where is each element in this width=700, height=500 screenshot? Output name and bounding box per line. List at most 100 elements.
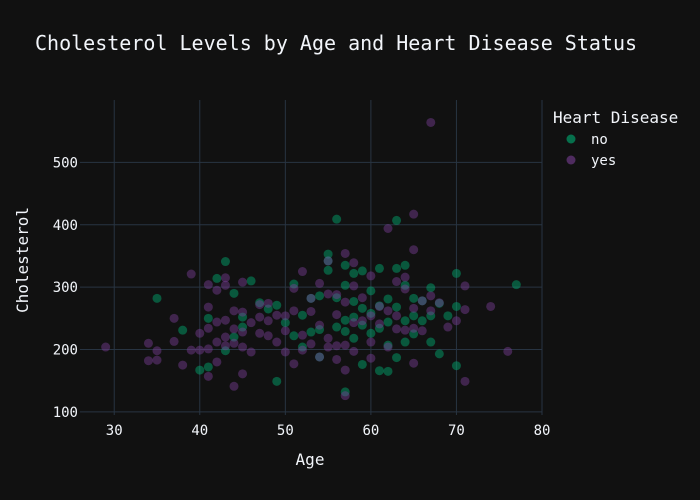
data-point-no[interactable] — [220, 346, 230, 356]
data-point-yes[interactable] — [357, 293, 367, 303]
data-point-no[interactable] — [434, 349, 444, 359]
data-point-yes[interactable] — [306, 293, 316, 303]
data-point-yes[interactable] — [246, 318, 256, 328]
data-point-yes[interactable] — [238, 277, 248, 287]
data-point-yes[interactable] — [340, 365, 350, 375]
data-point-yes[interactable] — [246, 347, 256, 357]
data-point-no[interactable] — [255, 298, 265, 308]
data-point-no[interactable] — [212, 273, 222, 283]
data-point-yes[interactable] — [409, 303, 419, 313]
data-point-yes[interactable] — [152, 355, 162, 365]
data-point-no[interactable] — [366, 308, 376, 318]
data-point-no[interactable] — [400, 280, 410, 290]
data-point-yes[interactable] — [280, 326, 290, 336]
data-point-yes[interactable] — [366, 353, 376, 363]
data-point-yes[interactable] — [169, 313, 179, 323]
data-point-no[interactable] — [315, 352, 325, 362]
data-point-no[interactable] — [383, 340, 393, 350]
data-point-no[interactable] — [229, 288, 239, 298]
data-point-yes[interactable] — [400, 272, 410, 282]
legend-item-no[interactable]: no — [566, 132, 608, 148]
data-point-yes[interactable] — [357, 316, 367, 326]
data-point-yes[interactable] — [366, 337, 376, 347]
data-point-no[interactable] — [426, 283, 436, 293]
data-point-yes[interactable] — [238, 307, 248, 317]
data-point-no[interactable] — [426, 337, 436, 347]
data-point-yes[interactable] — [460, 305, 470, 315]
data-point-yes[interactable] — [349, 318, 359, 328]
data-point-yes[interactable] — [203, 344, 213, 354]
data-point-no[interactable] — [340, 315, 350, 325]
data-point-no[interactable] — [203, 362, 213, 372]
data-point-yes[interactable] — [152, 346, 162, 356]
data-point-yes[interactable] — [143, 356, 153, 366]
data-point-yes[interactable] — [332, 354, 342, 364]
data-point-yes[interactable] — [280, 311, 290, 321]
data-point-no[interactable] — [195, 365, 205, 375]
data-point-yes[interactable] — [186, 269, 196, 279]
data-point-yes[interactable] — [195, 328, 205, 338]
data-point-yes[interactable] — [349, 258, 359, 268]
data-point-no[interactable] — [400, 260, 410, 270]
data-point-yes[interactable] — [297, 330, 307, 340]
data-point-yes[interactable] — [220, 332, 230, 342]
data-point-yes[interactable] — [392, 311, 402, 321]
data-point-no[interactable] — [374, 323, 384, 333]
data-point-yes[interactable] — [426, 117, 436, 127]
data-point-no[interactable] — [434, 298, 444, 308]
data-point-yes[interactable] — [212, 285, 222, 295]
data-point-yes[interactable] — [417, 296, 427, 306]
data-point-yes[interactable] — [486, 301, 496, 311]
data-point-no[interactable] — [332, 293, 342, 303]
data-point-no[interactable] — [340, 260, 350, 270]
data-point-no[interactable] — [332, 322, 342, 332]
data-point-yes[interactable] — [186, 345, 196, 355]
data-point-no[interactable] — [349, 268, 359, 278]
data-point-no[interactable] — [400, 337, 410, 347]
legend-item-yes[interactable]: yes — [566, 153, 617, 169]
data-point-yes[interactable] — [323, 342, 333, 352]
data-point-yes[interactable] — [332, 310, 342, 320]
data-point-no[interactable] — [392, 302, 402, 312]
data-point-yes[interactable] — [203, 371, 213, 381]
data-point-yes[interactable] — [383, 223, 393, 233]
data-point-yes[interactable] — [229, 338, 239, 348]
data-point-yes[interactable] — [238, 369, 248, 379]
data-point-yes[interactable] — [306, 306, 316, 316]
data-point-no[interactable] — [340, 387, 350, 397]
data-point-yes[interactable] — [101, 342, 111, 352]
data-point-no[interactable] — [315, 325, 325, 335]
data-point-yes[interactable] — [366, 271, 376, 281]
data-point-no[interactable] — [263, 304, 273, 314]
data-point-no[interactable] — [220, 257, 230, 267]
data-point-yes[interactable] — [426, 306, 436, 316]
data-point-no[interactable] — [349, 333, 359, 343]
data-point-no[interactable] — [409, 329, 419, 339]
data-point-yes[interactable] — [409, 245, 419, 255]
data-point-yes[interactable] — [212, 337, 222, 347]
data-point-no[interactable] — [392, 215, 402, 225]
data-point-yes[interactable] — [392, 277, 402, 287]
data-point-yes[interactable] — [220, 273, 230, 283]
data-point-no[interactable] — [383, 294, 393, 304]
data-point-yes[interactable] — [340, 340, 350, 350]
data-point-yes[interactable] — [272, 337, 282, 347]
data-point-yes[interactable] — [203, 280, 213, 290]
data-point-no[interactable] — [357, 320, 367, 330]
data-point-yes[interactable] — [220, 280, 230, 290]
data-point-yes[interactable] — [400, 284, 410, 294]
data-point-yes[interactable] — [349, 346, 359, 356]
data-point-no[interactable] — [511, 280, 521, 290]
data-point-yes[interactable] — [272, 310, 282, 320]
data-point-no[interactable] — [392, 263, 402, 273]
data-point-no[interactable] — [272, 376, 282, 386]
data-point-no[interactable] — [443, 311, 453, 321]
data-point-yes[interactable] — [451, 316, 461, 326]
data-point-yes[interactable] — [392, 324, 402, 334]
data-point-no[interactable] — [426, 311, 436, 321]
data-point-yes[interactable] — [400, 325, 410, 335]
data-point-yes[interactable] — [323, 256, 333, 266]
data-point-yes[interactable] — [340, 297, 350, 307]
data-point-no[interactable] — [340, 280, 350, 290]
data-point-no[interactable] — [366, 286, 376, 296]
